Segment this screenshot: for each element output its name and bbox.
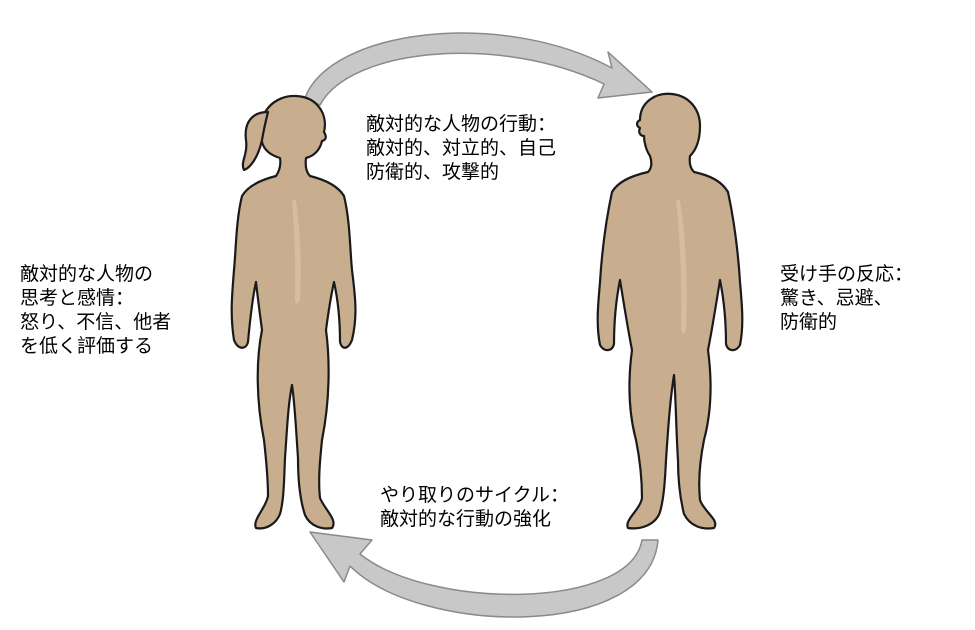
label-left-line: を低く評価する [20,335,154,357]
label-top-line: 敵対的、対立的、自己 [366,137,557,159]
label-right-line: 驚き、忌避、 [780,287,893,309]
label-top-line: 敵対的な人物の行動： [366,113,557,135]
label-left-line: 怒り、不信、他者 [20,311,172,333]
label-recipient-reaction: 受け手の反応： 驚き、忌避、 防衛的 [780,262,913,334]
woman-body [230,94,357,530]
label-interaction-cycle: やり取りのサイクル： 敵対的な行動の強化 [380,483,569,531]
man-highlight [676,200,687,334]
woman-figure [230,94,357,530]
label-bottom-line: 敵対的な行動の強化 [380,508,552,530]
arrow-bottom [309,531,659,618]
label-left-line: 敵対的な人物の [20,263,154,285]
label-left-line: 思考と感情： [20,287,135,309]
label-bottom-line: やり取りのサイクル： [380,484,570,506]
man-figure [596,92,744,530]
arrow-top [304,32,653,106]
label-hostile-behavior: 敵対的な人物の行動： 敵対的、対立的、自己 防衛的、攻撃的 [366,112,556,184]
woman-highlight [292,200,301,304]
label-right-line: 防衛的 [780,311,838,333]
label-thoughts-feelings: 敵対的な人物の 思考と感情： 怒り、不信、他者 を低く評価する [20,262,171,358]
label-top-line: 防衛的、攻撃的 [366,161,500,183]
label-right-line: 受け手の反応： [780,263,914,285]
woman-ponytail [241,110,270,172]
man-body [596,92,744,530]
